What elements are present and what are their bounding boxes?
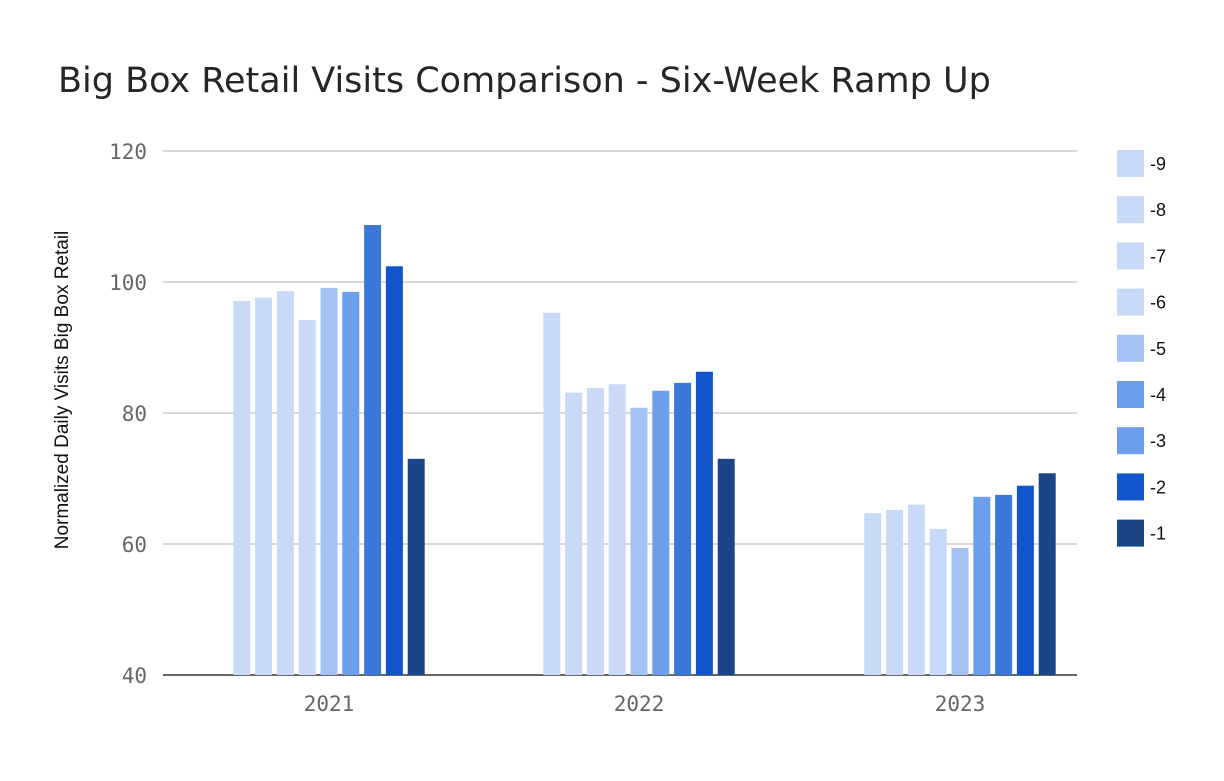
legend-swatch	[1117, 519, 1144, 547]
legend-swatch	[1117, 196, 1144, 224]
x-tick-label: 2022	[614, 692, 665, 716]
bar-2022--8	[565, 392, 583, 675]
bar-2021--9	[233, 300, 251, 675]
bar-2021--3	[364, 225, 382, 675]
x-tick-label: 2023	[935, 692, 986, 716]
legend-label: -8	[1150, 200, 1166, 220]
legend-label: -2	[1150, 477, 1166, 497]
bar-2022--4	[652, 390, 670, 675]
y-tick-label: 120	[109, 140, 147, 164]
legend-swatch	[1117, 150, 1144, 177]
legend-label: -6	[1150, 293, 1166, 313]
legend-label: -3	[1150, 431, 1166, 451]
legend-label: -5	[1150, 339, 1166, 359]
y-tick-label: 40	[122, 664, 147, 688]
legend-label: -9	[1150, 154, 1166, 174]
bar-2022--7	[586, 388, 604, 675]
y-axis-label: Normalized Daily Visits Big Box Retail	[52, 231, 73, 550]
bar-2023--5	[951, 547, 969, 675]
legend-swatch	[1117, 381, 1144, 408]
bar-2023--2	[1016, 485, 1034, 675]
bar-2023--9	[864, 513, 882, 675]
bar-2022--6	[608, 384, 626, 675]
y-tick-label: 100	[109, 271, 147, 295]
legend-label: -1	[1150, 524, 1166, 544]
bar-2021--4	[342, 291, 360, 675]
bar-2023--3	[995, 494, 1013, 675]
bar-2022--5	[630, 407, 648, 675]
bar-2022--2	[695, 371, 713, 675]
legend-swatch	[1117, 242, 1144, 270]
bar-2021--7	[276, 291, 294, 675]
bar-2022--1	[717, 458, 735, 675]
legend-label: -7	[1150, 246, 1166, 266]
legend-swatch	[1117, 288, 1144, 316]
bar-2023--1	[1038, 473, 1056, 675]
legend-swatch	[1117, 473, 1144, 501]
bar-2023--4	[973, 496, 991, 675]
bar-2021--1	[407, 458, 425, 675]
bar-2021--8	[255, 297, 273, 675]
y-tick-label: 60	[122, 533, 147, 557]
bar-2021--5	[320, 287, 338, 675]
legend-swatch	[1117, 427, 1144, 455]
bar-2021--6	[298, 319, 316, 675]
bar-2022--9	[543, 312, 561, 675]
bar-2023--8	[886, 509, 904, 675]
bar-2021--2	[385, 266, 403, 675]
x-tick-label: 2021	[304, 692, 355, 716]
y-tick-label: 80	[122, 402, 147, 426]
chart-title: Big Box Retail Visits Comparison - Six-W…	[58, 61, 991, 101]
legend-label: -4	[1150, 385, 1166, 405]
bar-2023--6	[929, 528, 947, 675]
bar-2023--7	[907, 504, 925, 675]
legend-swatch	[1117, 334, 1144, 362]
bar-2022--3	[674, 382, 692, 675]
